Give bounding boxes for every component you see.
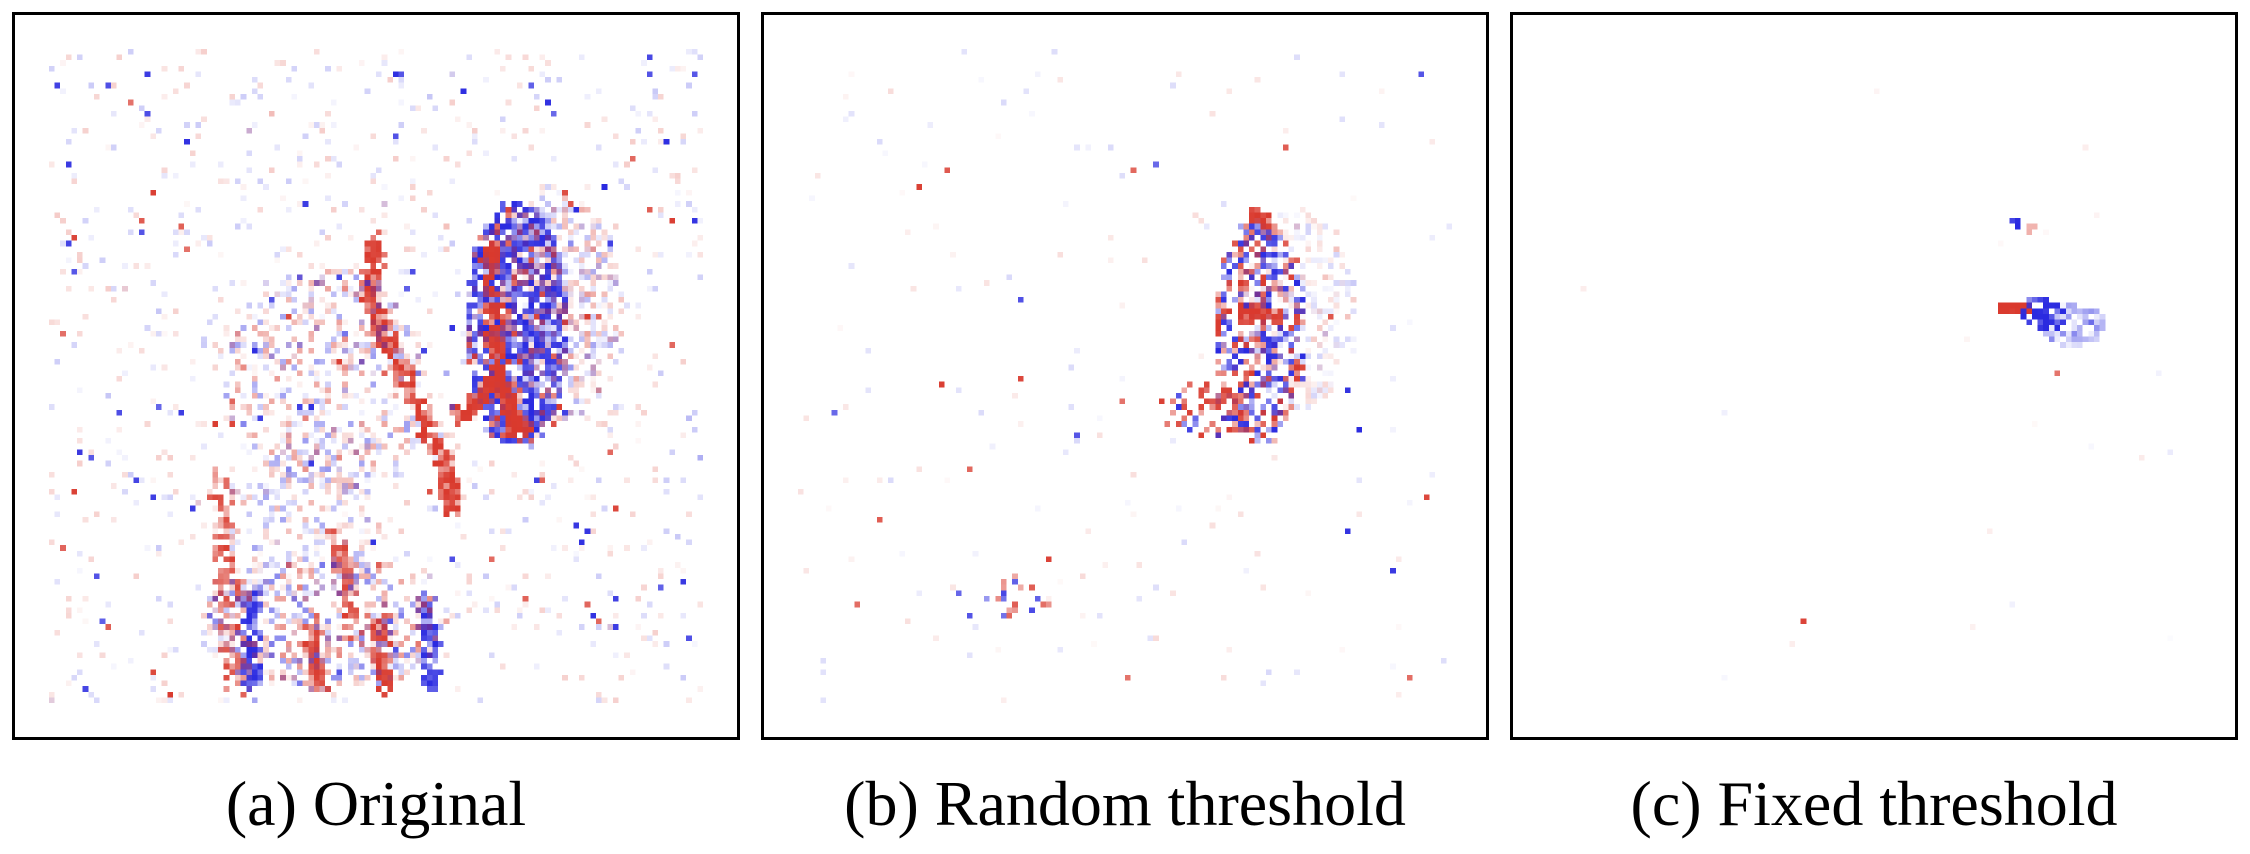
- caption-random-threshold: (b) Random threshold: [844, 768, 1406, 839]
- caption-original: (a) Original: [225, 768, 527, 839]
- panel-original: [12, 12, 740, 740]
- heatmap-original: [15, 15, 737, 737]
- panel-random-threshold: [761, 12, 1489, 740]
- heatmap-fixed-threshold: [1513, 15, 2235, 737]
- panel-fixed-threshold: [1510, 12, 2238, 740]
- heatmap-random-threshold: [764, 15, 1486, 737]
- caption-fixed-threshold: (c) Fixed threshold: [1630, 768, 2118, 839]
